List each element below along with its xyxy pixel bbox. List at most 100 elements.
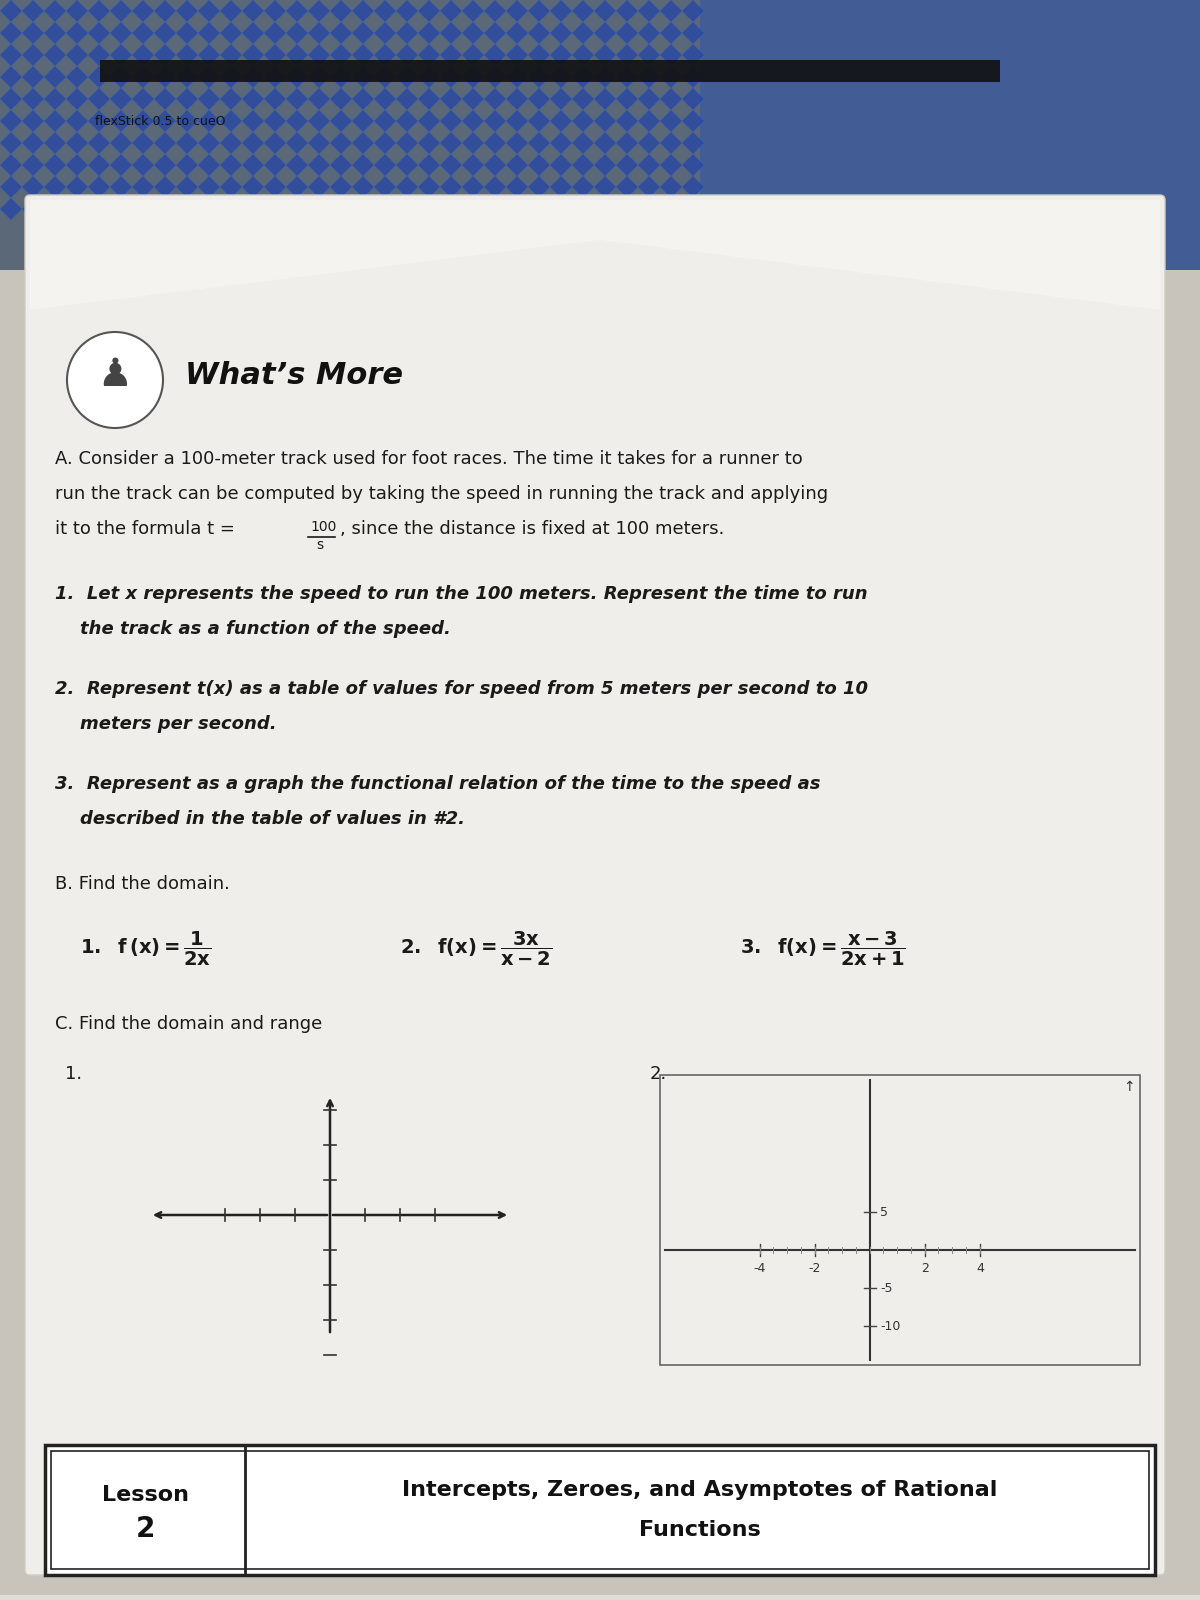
Polygon shape <box>396 176 418 198</box>
Polygon shape <box>330 43 352 66</box>
Polygon shape <box>264 176 286 198</box>
Polygon shape <box>528 66 550 88</box>
Polygon shape <box>110 0 132 22</box>
Polygon shape <box>264 133 286 154</box>
Polygon shape <box>484 22 506 43</box>
Polygon shape <box>308 22 330 43</box>
Bar <box>660 1075 1140 1365</box>
Polygon shape <box>308 0 330 22</box>
Polygon shape <box>484 88 506 110</box>
Text: 4: 4 <box>976 1262 984 1275</box>
Polygon shape <box>506 88 528 110</box>
Polygon shape <box>242 133 264 154</box>
Text: C. Find the domain and range: C. Find the domain and range <box>55 1014 323 1034</box>
Polygon shape <box>0 154 22 176</box>
Polygon shape <box>44 154 66 176</box>
Polygon shape <box>176 22 198 43</box>
Polygon shape <box>484 176 506 198</box>
Text: -2: -2 <box>809 1262 821 1275</box>
Polygon shape <box>396 154 418 176</box>
Polygon shape <box>132 110 154 133</box>
Polygon shape <box>616 22 638 43</box>
Polygon shape <box>506 0 528 22</box>
Text: $\mathbf{1.\ \ f\,(x) = \dfrac{1}{2x}}$: $\mathbf{1.\ \ f\,(x) = \dfrac{1}{2x}}$ <box>80 930 211 968</box>
Polygon shape <box>682 133 704 154</box>
Polygon shape <box>44 133 66 154</box>
Polygon shape <box>418 198 440 219</box>
Polygon shape <box>484 66 506 88</box>
Polygon shape <box>440 154 462 176</box>
Polygon shape <box>440 66 462 88</box>
Text: 2.  Represent t(x) as a table of values for speed from 5 meters per second to 10: 2. Represent t(x) as a table of values f… <box>55 680 868 698</box>
Polygon shape <box>176 176 198 198</box>
Polygon shape <box>330 133 352 154</box>
Polygon shape <box>66 133 88 154</box>
Polygon shape <box>30 200 1160 310</box>
Polygon shape <box>242 88 264 110</box>
Polygon shape <box>308 88 330 110</box>
Polygon shape <box>440 0 462 22</box>
Polygon shape <box>198 110 220 133</box>
Polygon shape <box>330 22 352 43</box>
Polygon shape <box>44 88 66 110</box>
Polygon shape <box>616 66 638 88</box>
Polygon shape <box>242 176 264 198</box>
Polygon shape <box>308 66 330 88</box>
Polygon shape <box>418 88 440 110</box>
Bar <box>50 1451 1150 1570</box>
Polygon shape <box>374 198 396 219</box>
Polygon shape <box>550 88 572 110</box>
Polygon shape <box>110 154 132 176</box>
Polygon shape <box>220 176 242 198</box>
Polygon shape <box>682 88 704 110</box>
Polygon shape <box>660 66 682 88</box>
Polygon shape <box>22 110 44 133</box>
Polygon shape <box>418 66 440 88</box>
Polygon shape <box>88 198 110 219</box>
Polygon shape <box>396 0 418 22</box>
Polygon shape <box>110 110 132 133</box>
Text: $\mathbf{3.\ \ f(x) = \dfrac{x-3}{2x+1}}$: $\mathbf{3.\ \ f(x) = \dfrac{x-3}{2x+1}}… <box>740 930 906 968</box>
Polygon shape <box>110 176 132 198</box>
Polygon shape <box>330 176 352 198</box>
Polygon shape <box>44 66 66 88</box>
Polygon shape <box>154 22 176 43</box>
Polygon shape <box>66 66 88 88</box>
Polygon shape <box>462 66 484 88</box>
Polygon shape <box>594 133 616 154</box>
Polygon shape <box>396 110 418 133</box>
Polygon shape <box>440 110 462 133</box>
Polygon shape <box>352 22 374 43</box>
Polygon shape <box>88 110 110 133</box>
Polygon shape <box>0 176 22 198</box>
Polygon shape <box>506 198 528 219</box>
Polygon shape <box>638 133 660 154</box>
Polygon shape <box>638 110 660 133</box>
Polygon shape <box>286 22 308 43</box>
Polygon shape <box>176 43 198 66</box>
Text: the track as a function of the speed.: the track as a function of the speed. <box>55 619 451 638</box>
Polygon shape <box>682 66 704 88</box>
Polygon shape <box>682 0 704 22</box>
Polygon shape <box>528 43 550 66</box>
Polygon shape <box>66 22 88 43</box>
Polygon shape <box>616 154 638 176</box>
Polygon shape <box>594 22 616 43</box>
Polygon shape <box>22 0 44 22</box>
Polygon shape <box>220 22 242 43</box>
Polygon shape <box>264 66 286 88</box>
Polygon shape <box>660 0 682 22</box>
Polygon shape <box>286 43 308 66</box>
Polygon shape <box>352 66 374 88</box>
Polygon shape <box>682 176 704 198</box>
Polygon shape <box>682 154 704 176</box>
Polygon shape <box>528 0 550 22</box>
Polygon shape <box>330 88 352 110</box>
Polygon shape <box>154 66 176 88</box>
Polygon shape <box>242 66 264 88</box>
Polygon shape <box>198 0 220 22</box>
Polygon shape <box>44 43 66 66</box>
Polygon shape <box>22 43 44 66</box>
Polygon shape <box>440 133 462 154</box>
Polygon shape <box>528 198 550 219</box>
